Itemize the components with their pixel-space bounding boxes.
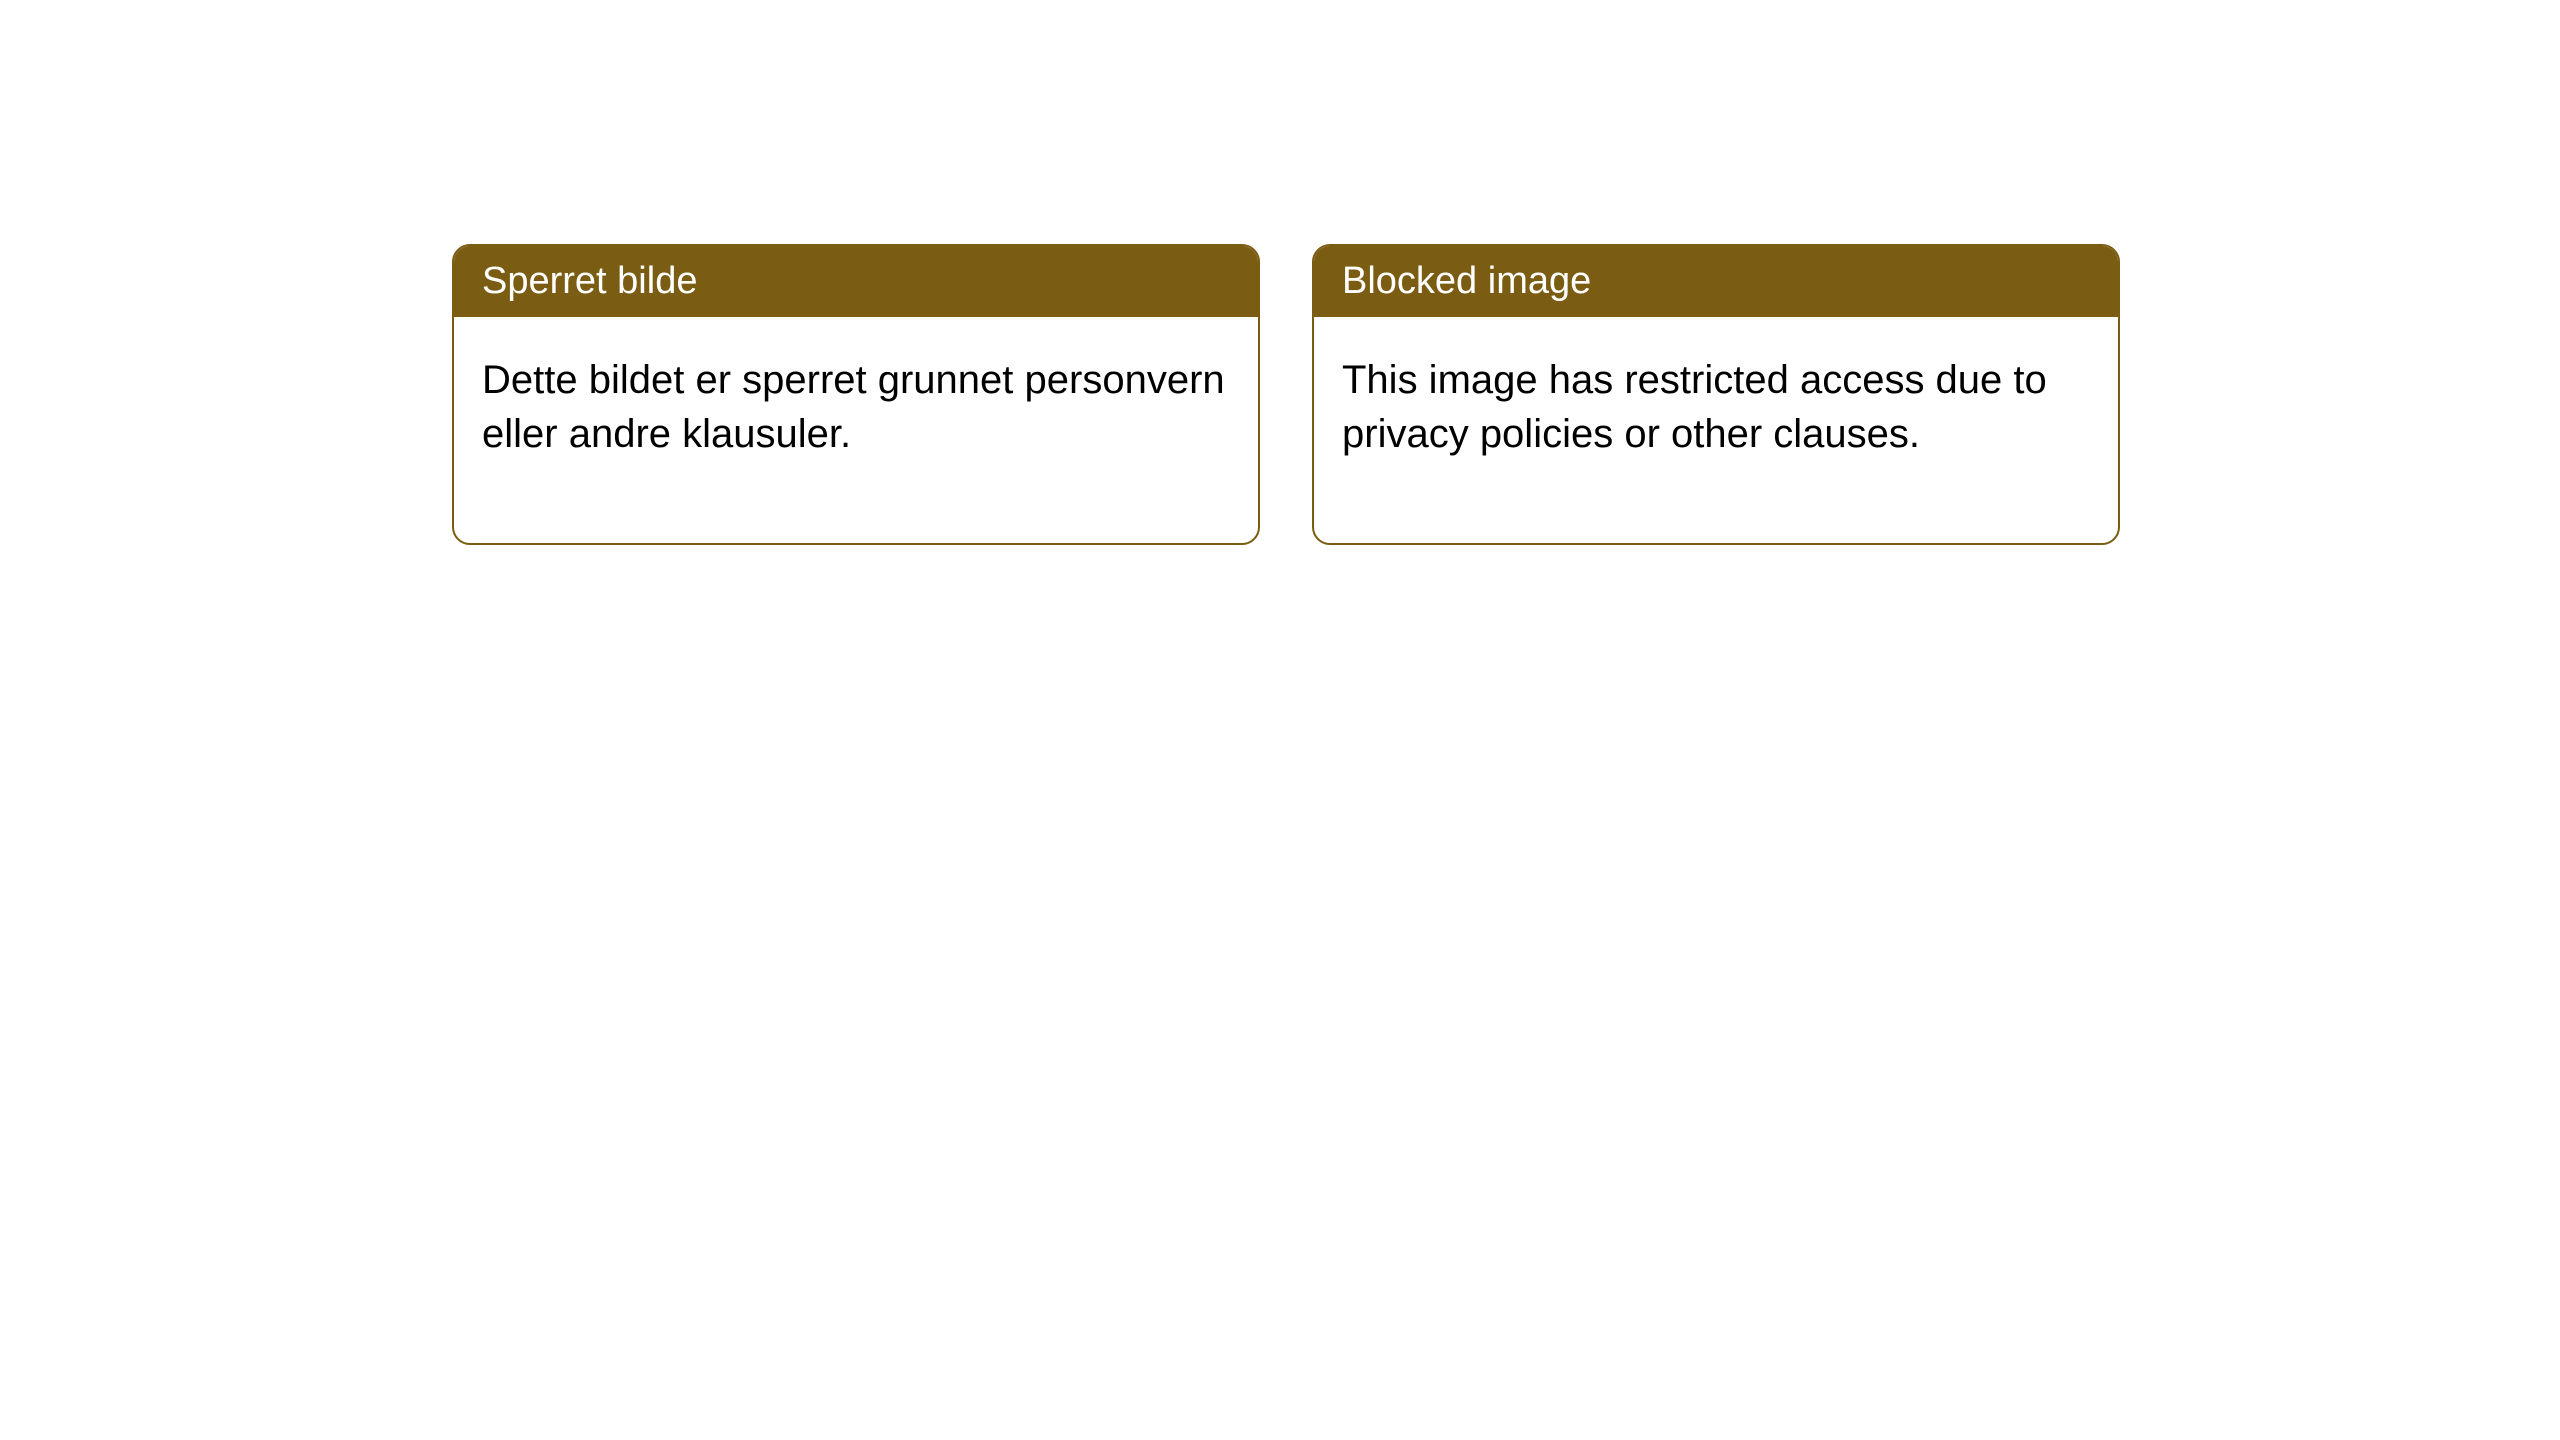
card-message: Dette bildet er sperret grunnet personve… [482, 358, 1225, 456]
card-body-norwegian: Dette bildet er sperret grunnet personve… [454, 317, 1258, 543]
card-body-english: This image has restricted access due to … [1314, 317, 2118, 543]
card-title: Blocked image [1342, 260, 1591, 302]
blocked-card-english: Blocked image This image has restricted … [1312, 244, 2120, 545]
blocked-image-cards: Sperret bilde Dette bildet er sperret gr… [452, 244, 2560, 545]
card-header-norwegian: Sperret bilde [454, 246, 1258, 317]
blocked-card-norwegian: Sperret bilde Dette bildet er sperret gr… [452, 244, 1260, 545]
card-title: Sperret bilde [482, 260, 697, 302]
card-message: This image has restricted access due to … [1342, 358, 2047, 456]
card-header-english: Blocked image [1314, 246, 2118, 317]
